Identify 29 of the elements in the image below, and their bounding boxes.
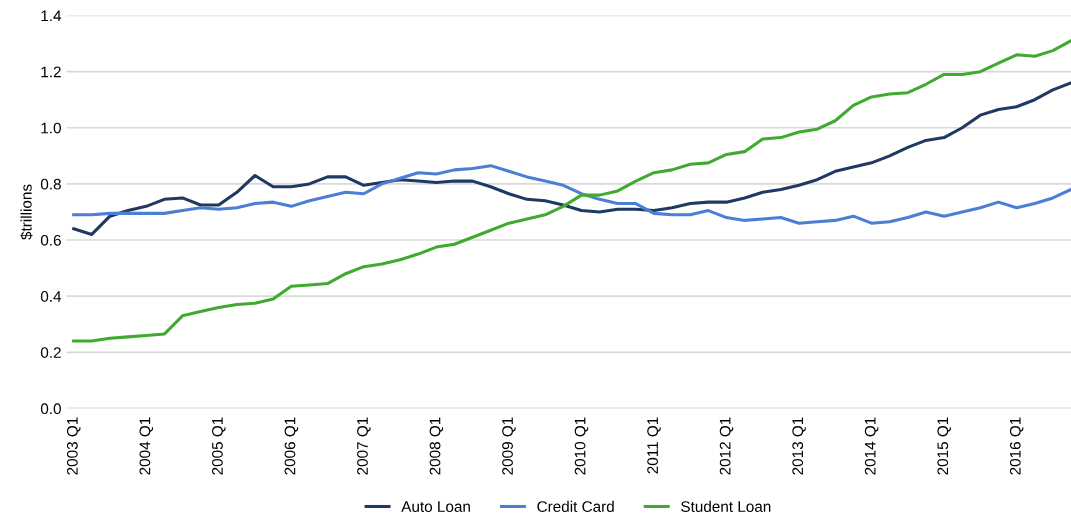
x-tick-label: 2012 Q1 bbox=[719, 417, 734, 475]
x-tick-label: 2010 Q1 bbox=[574, 417, 589, 475]
x-tick-label: 2005 Q1 bbox=[212, 417, 226, 475]
y-axis-title: $trillions bbox=[20, 184, 33, 240]
x-tick-label: 2007 Q1 bbox=[357, 417, 371, 475]
x-tick-label: 2011 Q1 bbox=[647, 417, 661, 474]
y-tick-label: 0.6 bbox=[40, 234, 61, 246]
y-tick-label: 0.0 bbox=[40, 403, 61, 415]
line-series bbox=[72, 39, 1071, 343]
y-tick-label: 0.2 bbox=[40, 347, 61, 358]
x-tick-label: 2004 Q1 bbox=[139, 417, 154, 475]
y-tick-label: 1.0 bbox=[41, 122, 61, 134]
line-series bbox=[72, 164, 1071, 225]
legend-label: Auto Loan bbox=[401, 501, 470, 512]
x-tick-label: 2009 Q1 bbox=[502, 417, 516, 475]
y-tick-label: 1.4 bbox=[41, 10, 62, 22]
x-tick-label: 2014 Q1 bbox=[864, 417, 879, 475]
y-tick-label: 0.4 bbox=[40, 291, 62, 302]
x-tick-label: 2008 Q1 bbox=[429, 417, 444, 475]
legend-label: Credit Card bbox=[537, 500, 614, 512]
x-tick-label: 2015 Q1 bbox=[937, 417, 951, 475]
y-tick-label: 0.8 bbox=[40, 178, 61, 190]
x-tick-label: 2013 Q1 bbox=[792, 417, 806, 475]
y-tick-label: 1.2 bbox=[41, 66, 61, 78]
x-tick-label: 2003 Q1 bbox=[66, 417, 81, 475]
x-tick-label: 2006 Q1 bbox=[284, 417, 299, 475]
line-series bbox=[72, 81, 1071, 236]
x-tick-label: 2016 Q1 bbox=[1009, 417, 1024, 475]
legend-label: Student Loan bbox=[681, 500, 771, 512]
